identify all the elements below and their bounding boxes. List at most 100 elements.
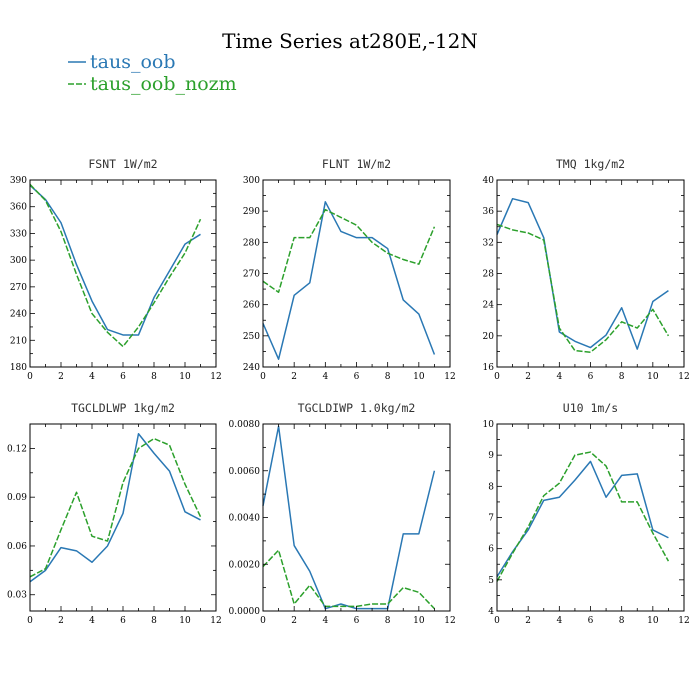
y-tick-label-1-6: 300 [243,176,260,186]
y-tick-label-3-0: 0.03 [7,591,27,601]
chart-panels: FSNT 1W/m20 2 4 6 8 10 12180210240270300330360… [7,157,690,626]
y-tick-label-3-1: 0.06 [7,542,27,552]
y-tick-label-2-5: 36 [483,207,495,217]
series-line-0-1 [29,183,202,348]
chart-panel-0: FSNT 1W/m2 0 2 4 6 8 10 12 180 210 240 270 300 330 360… [10,157,222,382]
series-line-0-0 [29,184,201,336]
y-tick-label-1-4: 280 [243,238,260,248]
x-tick-label-3-1: 2 [58,616,64,626]
x-tick-label-4-3: 6 [354,616,360,626]
x-tick-label-2-5: 10 [647,372,659,382]
panel-title-1: FLNT 1W/m2 [322,157,391,171]
y-tick-label-3-2: 0.09 [7,493,27,503]
series-line-5-0 [496,460,669,578]
y-tick-label-4-4: 0.0080 [229,420,261,430]
chart-panel-3: TGCLDLWP 1kg/m2 0 2 4 6 8 10 12 0.03 0.06 0.09 0.12 [7,401,222,626]
x-tick-label-2-4: 8 [619,372,625,382]
x-tick-label-5-3: 6 [588,616,594,626]
figure-title: Time Series at280E,-12N [222,29,478,53]
legend-entry-1: taus_oob_nozm [68,73,237,95]
x-tick-label-2-0: 0 [494,372,500,382]
chart-panel-4: TGCLDIWP 1.0kg/m2 0 2 4 6 8 10 12 0.0000 0.0020 0.… [229,401,456,626]
series-line-1-1 [262,208,436,293]
x-tick-label-3-0: 0 [27,616,33,626]
y-tick-label-0-2: 240 [10,310,27,320]
x-tick-label-4-5: 10 [413,616,425,626]
plot-frame-3 [29,423,217,612]
series-line-2-0 [496,197,669,350]
y-tick-label-0-3: 270 [10,283,27,293]
y-tick-label-5-5: 9 [488,451,494,461]
x-tick-label-3-6: 12 [210,616,221,626]
y-tick-label-2-2: 24 [483,301,495,311]
x-tick-label-3-3: 6 [120,616,126,626]
y-tick-label-0-0: 180 [10,363,27,373]
x-tick-label-2-2: 4 [556,372,562,382]
x-tick-label-0-6: 12 [210,372,221,382]
legend-label-1: taus_oob_nozm [90,73,237,95]
chart-panel-1: FLNT 1W/m2 0 2 4 6 8 10 12 240 250 260 270 280 290 300 [243,157,456,382]
series-line-2-1 [496,223,670,353]
chart-panel-5: U10 1m/s 0 2 4 6 8 10 12 4 5 6 7 8 9 10 [483,401,690,626]
panel-title-4: TGCLDIWP 1.0kg/m2 [298,401,416,415]
x-tick-label-1-3: 6 [354,372,360,382]
x-tick-label-5-2: 4 [556,616,562,626]
y-tick-label-1-5: 290 [243,207,260,217]
y-tick-label-2-1: 20 [483,332,495,342]
plot-frame-0 [29,179,217,368]
y-tick-label-5-2: 6 [488,545,494,555]
x-tick-label-5-4: 8 [619,616,625,626]
y-tick-label-5-6: 10 [483,420,495,430]
x-tick-label-1-4: 8 [385,372,391,382]
series-line-5-1 [496,451,670,582]
x-tick-label-0-2: 4 [89,372,95,382]
y-tick-label-5-1: 5 [488,576,494,586]
plot-frame-2 [496,179,685,368]
y-tick-label-2-0: 16 [483,363,495,373]
x-tick-label-4-6: 12 [444,616,455,626]
y-tick-label-2-4: 32 [483,238,494,248]
y-tick-label-2-3: 28 [483,270,495,280]
x-tick-label-5-0: 0 [494,616,500,626]
plot-frame-1 [262,179,451,368]
panel-title-3: TGCLDLWP 1kg/m2 [71,401,175,415]
y-tick-label-4-1: 0.0020 [229,560,261,570]
series-line-4-0 [262,425,436,610]
x-tick-label-4-0: 0 [260,616,266,626]
x-tick-label-0-3: 6 [120,372,126,382]
panel-title-5: U10 1m/s [563,401,618,415]
legend-entry-0: taus_oob [68,51,176,73]
legend-label-0: taus_oob [90,51,176,73]
x-tick-label-5-5: 10 [647,616,659,626]
x-tick-label-3-5: 10 [179,616,191,626]
x-tick-label-0-4: 8 [151,372,157,382]
y-tick-label-0-4: 300 [10,256,27,266]
x-tick-label-4-2: 4 [322,616,328,626]
y-tick-label-2-6: 40 [483,176,495,186]
y-tick-label-5-3: 7 [488,514,494,524]
series-line-4-1 [262,549,435,610]
x-tick-label-1-0: 0 [260,372,266,382]
legend: taus_oob taus_oob_nozm [68,51,237,95]
y-tick-label-4-0: 0.0000 [229,607,261,617]
y-tick-label-0-5: 330 [10,229,27,239]
y-tick-label-1-0: 240 [243,363,260,373]
x-tick-label-2-6: 12 [678,372,689,382]
y-tick-label-5-0: 4 [488,607,494,617]
x-tick-label-0-5: 10 [179,372,191,382]
y-tick-label-1-1: 250 [243,332,260,342]
x-tick-label-1-1: 2 [291,372,297,382]
y-tick-label-4-2: 0.0040 [229,514,261,524]
y-tick-label-1-2: 260 [243,301,260,311]
y-tick-label-0-6: 360 [10,203,27,213]
panel-title-2: TMQ 1kg/m2 [556,157,625,171]
y-tick-label-0-1: 210 [10,336,27,346]
x-tick-label-5-1: 2 [525,616,531,626]
series-line-3-1 [29,437,202,578]
x-tick-label-0-1: 2 [58,372,64,382]
x-tick-label-4-1: 2 [291,616,297,626]
y-tick-label-5-4: 8 [488,482,494,492]
x-tick-label-1-2: 4 [322,372,328,382]
x-tick-label-3-4: 8 [151,616,157,626]
